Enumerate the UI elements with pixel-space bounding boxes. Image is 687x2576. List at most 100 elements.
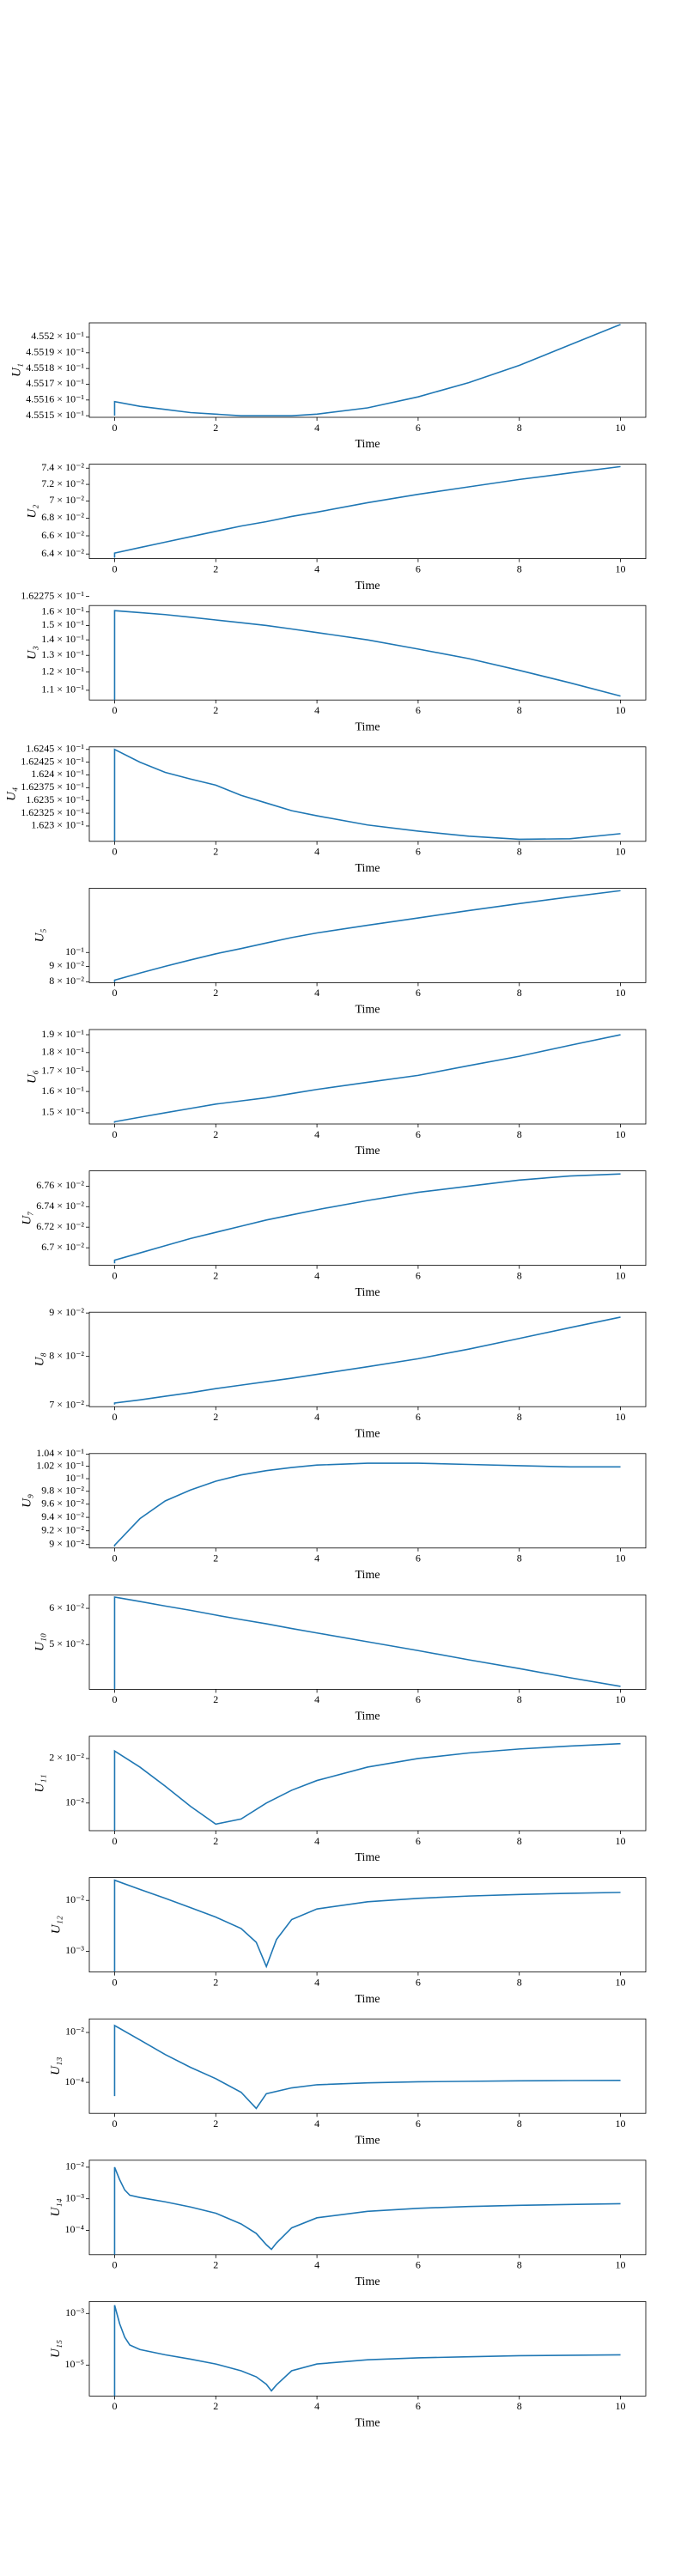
x-tick-label: 10 (616, 704, 626, 716)
y-axis-label: U₁₅ (49, 2340, 63, 2358)
x-tick-label: 2 (213, 2400, 218, 2412)
y-tick-label: 9.4 × 10⁻² (41, 1510, 84, 1522)
x-tick-label: 10 (616, 422, 626, 434)
data-line (113, 1879, 621, 1971)
panel: 0 2 4 6 8 10 10⁻³ 10⁻² Time U₁₂ (50, 1877, 647, 2006)
x-axis-label: Time (355, 1851, 380, 1864)
y-tick-label: 1.1 × 10⁻¹ (41, 683, 84, 696)
y-tick-label: 10⁻² (65, 2026, 84, 2038)
x-tick-label: 6 (416, 1128, 421, 1140)
x-tick-label: 4 (314, 987, 319, 999)
y-tick-label: 1.5 × 10⁻¹ (41, 618, 84, 630)
y-tick-label: 1.6235 × 10⁻¹ (26, 793, 84, 805)
x-tick-label: 8 (517, 1835, 522, 1847)
x-tick-label: 8 (517, 1693, 522, 1705)
plot-frame (88, 322, 647, 418)
y-tick-label: 6.74 × 10⁻² (36, 1200, 84, 1212)
y-axis-label: U₁₁ (33, 1774, 47, 1792)
x-tick-label: 6 (416, 704, 421, 716)
x-tick-label: 0 (112, 846, 117, 858)
y-tick-label: 1.62375 × 10⁻¹ (21, 781, 84, 793)
y-tick-label: 1.8 × 10⁻¹ (41, 1046, 84, 1058)
x-tick-label: 2 (213, 2259, 218, 2271)
panel: 0 2 4 6 8 10 10⁻² 2 × 10⁻² Time U₁₁ (33, 1735, 647, 1864)
y-tick-label: 4.5519 × 10⁻¹ (26, 346, 84, 358)
panel: 0 2 4 6 8 10 6.4 × 10⁻² 6.6 × 10⁻² 6.8 × 10⁻² 7 ×… (26, 461, 647, 592)
x-axis-label: Time (355, 580, 380, 592)
x-tick-label: 10 (616, 1411, 626, 1423)
y-tick-label: 1.62425 × 10⁻¹ (21, 755, 84, 767)
x-tick-label: 10 (616, 2259, 626, 2271)
x-tick-label: 4 (314, 2117, 319, 2129)
y-tick-label: 5 × 10⁻² (49, 1637, 84, 1649)
y-axis-label: U₁₄ (49, 2198, 63, 2216)
x-axis-label: Time (355, 2417, 380, 2430)
x-tick-label: 6 (416, 1693, 421, 1705)
panel: 0 2 4 6 8 10 1.1 × 10⁻¹ 1.2 × 10⁻¹ 1.3 × 10⁻¹ 1.4… (26, 605, 647, 733)
x-tick-label: 0 (112, 1693, 117, 1705)
x-tick-label: 6 (416, 1552, 421, 1564)
x-tick-label: 6 (416, 2400, 421, 2412)
y-tick-label: 10⁻⁴ (64, 2223, 84, 2235)
y-axis-label: U₅ (33, 928, 47, 942)
x-axis-label: Time (355, 1286, 380, 1299)
x-tick-label: 0 (112, 1411, 117, 1423)
y-tick-label: 6.72 × 10⁻² (36, 1220, 84, 1232)
y-tick-label: 6.4 × 10⁻² (41, 547, 84, 559)
x-tick-label: 2 (213, 1835, 218, 1847)
x-tick-label: 8 (517, 2259, 522, 2271)
x-tick-label: 8 (517, 422, 522, 434)
x-tick-label: 0 (112, 987, 117, 999)
y-axis-label: U₇ (21, 1212, 34, 1225)
x-tick-label: 8 (517, 846, 522, 858)
data-line (113, 324, 621, 416)
y-tick-label: 9 × 10⁻² (49, 1306, 84, 1318)
x-tick-label: 2 (213, 704, 218, 716)
y-tick-label: 9.8 × 10⁻² (41, 1485, 84, 1497)
x-tick-label: 0 (112, 2400, 117, 2412)
plot-frame (88, 2300, 647, 2397)
y-tick-label: 6.6 × 10⁻² (41, 529, 84, 541)
plot-frame (88, 746, 647, 842)
x-tick-label: 6 (416, 846, 421, 858)
x-tick-label: 0 (112, 1552, 117, 1564)
data-line (113, 748, 621, 841)
y-tick-label: 6.7 × 10⁻² (41, 1241, 84, 1253)
y-axis-label: U₁₃ (49, 2057, 63, 2075)
x-tick-label: 10 (616, 1976, 626, 1988)
y-tick-label: 9.2 × 10⁻² (41, 1523, 84, 1535)
x-tick-label: 0 (112, 422, 117, 434)
y-tick-label: 1.62275 × 10⁻¹ (21, 589, 84, 601)
plot-frame (88, 1170, 647, 1266)
plot-frame (88, 1877, 647, 1973)
y-tick-label: 7 × 10⁻² (49, 1399, 84, 1411)
x-tick-label: 6 (416, 2259, 421, 2271)
x-tick-label: 10 (616, 987, 626, 999)
y-tick-label: 10⁻³ (65, 2191, 84, 2203)
y-tick-label: 1.4 × 10⁻¹ (41, 633, 84, 645)
y-tick-label: 7 × 10⁻² (49, 494, 84, 506)
x-tick-label: 6 (416, 2117, 421, 2129)
x-tick-label: 8 (517, 1976, 522, 1988)
x-tick-label: 4 (314, 1693, 319, 1705)
data-line (113, 1173, 621, 1264)
x-axis-label: Time (355, 862, 380, 875)
x-tick-label: 4 (314, 2400, 319, 2412)
x-axis-label: Time (355, 1427, 380, 1440)
data-line (113, 2166, 621, 2255)
x-axis-label: Time (355, 1993, 380, 2006)
data-line (113, 1595, 621, 1690)
y-tick-label: 1.2 × 10⁻¹ (41, 665, 84, 677)
panel: 0 2 4 6 8 10 10⁻⁴ 10⁻² Time U₁₃ (49, 2018, 647, 2147)
x-axis-label: Time (355, 1004, 380, 1017)
x-tick-label: 4 (314, 1269, 319, 1281)
y-tick-label: 10⁻² (65, 1893, 84, 1905)
x-tick-label: 2 (213, 1693, 218, 1705)
y-tick-label: 2 × 10⁻² (49, 1752, 84, 1764)
y-tick-label: 10⁻² (65, 1796, 84, 1808)
x-axis-label: Time (355, 1710, 380, 1723)
x-tick-label: 0 (112, 1128, 117, 1140)
x-tick-label: 8 (517, 1552, 522, 1564)
x-tick-label: 2 (213, 1128, 218, 1140)
